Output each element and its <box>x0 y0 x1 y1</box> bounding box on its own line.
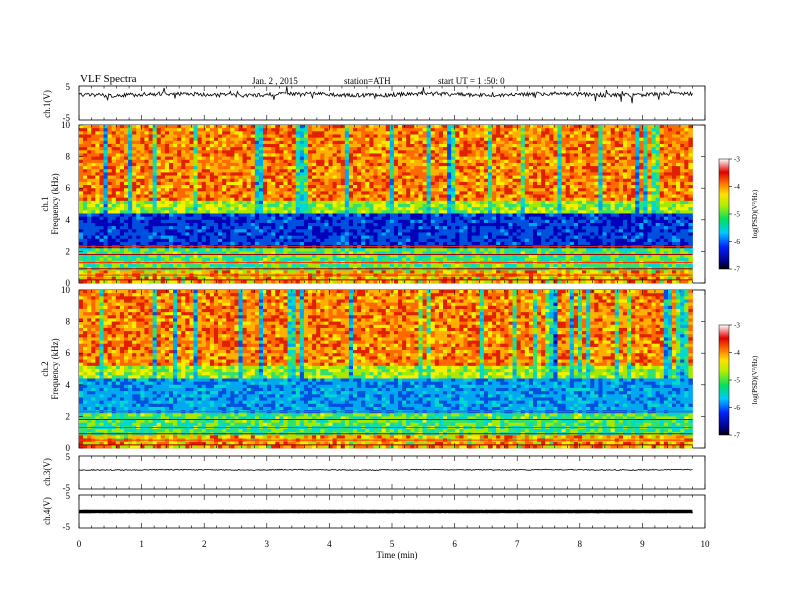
ch1-spec-ylabel: Frequency (kHz) <box>50 173 60 234</box>
ch2-colorbar-tick: -6 <box>734 404 740 412</box>
ch2-spec-ytick-label: 0 <box>66 443 71 453</box>
time-tick-label: 4 <box>327 539 332 549</box>
ch2-colorbar <box>718 324 730 436</box>
start-time-label: start UT = 1 :50: 0 <box>438 76 505 86</box>
ch2-spectrogram <box>79 290 693 449</box>
ch2-spec-ytick-label: 8 <box>66 317 71 327</box>
ch3-ytick-bottom: -5 <box>63 483 71 493</box>
chart-title: VLF Spectra <box>80 73 137 85</box>
ch1-spec-ylabel-channel: ch.1 <box>40 196 50 211</box>
time-tick-label: 3 <box>265 539 270 549</box>
ch1-wave-panel: 5 -5 ch.1(V) <box>42 82 706 123</box>
time-tick-label: 8 <box>578 539 583 549</box>
date-label: Jan. 2 , 2015 <box>252 76 298 86</box>
time-tick-label: 1 <box>139 539 144 549</box>
time-tick-label: 5 <box>390 539 395 549</box>
ch2-colorbar-tick: -4 <box>734 349 740 357</box>
ch1-colorbar-label: log(PSD)(V²/Hz) <box>751 189 759 238</box>
time-tick-label: 9 <box>640 539 645 549</box>
ch2-colorbar-label: log(PSD)(V²/Hz) <box>751 355 759 404</box>
ch1-colorbar-tick: -4 <box>734 183 740 191</box>
time-tick-label: 10 <box>701 539 711 549</box>
ch1-trace <box>78 86 693 104</box>
ch4-ytick-bottom: -5 <box>63 522 71 532</box>
ch1-wave-ylabel: ch.1(V) <box>42 90 52 118</box>
ch1-spec-ytick-label: 6 <box>66 183 71 193</box>
ch4-wave-panel: 5 -5 ch.4(V) <box>42 491 706 532</box>
time-tick-label: 6 <box>452 539 457 549</box>
ch1-spec-ytick-label: 10 <box>61 120 71 130</box>
ch1-spec-ytick-label: 8 <box>66 152 71 162</box>
ch4-ytick-top: 5 <box>66 491 71 501</box>
ch3-wave-ylabel: ch.3(V) <box>42 458 52 486</box>
ch3-ytick-top: 5 <box>66 452 71 462</box>
ch2-spec-ytick-label: 4 <box>66 380 71 390</box>
ch1-spectrogram <box>79 125 693 284</box>
time-tick-label: 2 <box>202 539 207 549</box>
ch2-spec-ylabel: Frequency (kHz) <box>50 338 60 399</box>
time-axis-label: Time (min) <box>377 550 418 560</box>
ch1-ytick-top: 5 <box>66 82 71 92</box>
ch1-spec-ytick-label: 0 <box>66 278 71 288</box>
ch1-colorbar-tick: -3 <box>734 156 740 164</box>
ch1-colorbar <box>718 158 730 270</box>
ch1-colorbar-tick: -7 <box>734 266 740 274</box>
ch4-wave-ylabel: ch.4(V) <box>42 497 52 525</box>
ch2-spec-ytick-label: 10 <box>61 285 71 295</box>
ch2-spec-ytick-label: 2 <box>66 411 71 421</box>
ch1-colorbar-tick: -5 <box>734 211 740 219</box>
ch2-spec-ylabel-channel: ch.2 <box>40 361 50 376</box>
time-tick-label: 7 <box>515 539 520 549</box>
ch1-colorbar-tick: -6 <box>734 238 740 246</box>
time-axis: 0 1 2 3 4 5 6 7 8 9 10 <box>77 539 710 549</box>
ch3-wave-panel: 5 -5 ch.3(V) <box>42 452 706 493</box>
ch2-colorbar-tick: -3 <box>734 322 740 330</box>
ch1-ytick-bottom: -5 <box>63 113 71 123</box>
ch1-spec-ytick-label: 4 <box>66 215 71 225</box>
ch2-spec-ytick-label: 6 <box>66 348 71 358</box>
ch3-trace <box>78 468 693 471</box>
time-tick-label: 0 <box>77 539 82 549</box>
ch2-colorbar-tick: -7 <box>734 432 740 440</box>
ch1-spec-ytick-label: 2 <box>66 246 71 256</box>
ch2-colorbar-tick: -5 <box>734 377 740 385</box>
station-label: station=ATH <box>344 76 391 86</box>
